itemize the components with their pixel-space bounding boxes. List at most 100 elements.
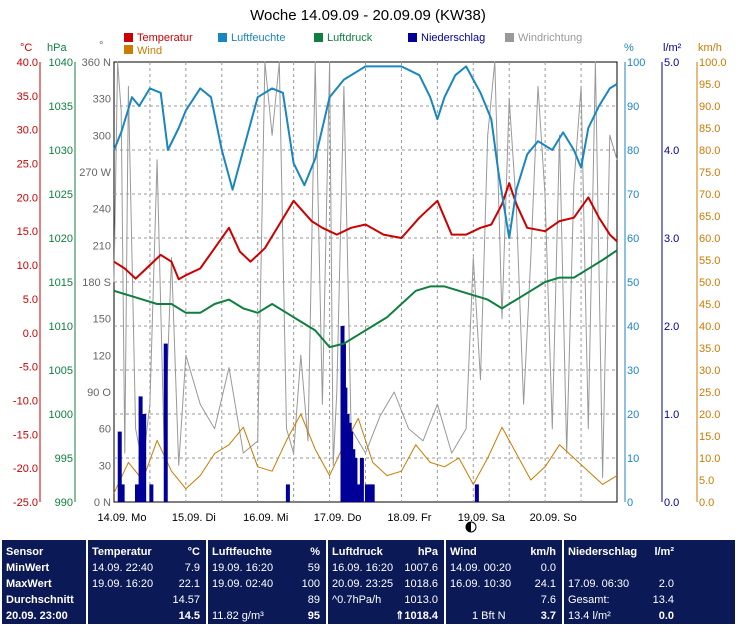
pressure-tick-label: 1010 (49, 321, 73, 333)
bar-niederschlag (349, 431, 354, 502)
temp-title: Temperatur (92, 546, 152, 558)
pressure-tick-label: 1035 (49, 101, 73, 113)
bar-niederschlag (356, 484, 361, 502)
stats-panel: Sensor MinWert MaxWert Durchschnitt 20.0… (0, 538, 737, 625)
wind-tick-label: 50.0 (699, 277, 720, 289)
hum-avg-value: 89 (307, 594, 320, 606)
temp-tick-label: 25.0 (17, 159, 38, 171)
temp-unit-label: °C (20, 42, 32, 54)
stats-col-wind: Wind km/h 14.09. 00:20 0.0 16.09. 10:30 24.… (446, 540, 560, 624)
direction-tick-label: 210 (93, 240, 111, 252)
press-title: Luftdruck (332, 546, 383, 558)
hum-unit: % (310, 546, 320, 558)
wind-tick-label: 85.0 (699, 123, 720, 135)
bar-niederschlag (134, 484, 139, 502)
bar-niederschlag (359, 458, 364, 502)
axis-unit-labels: °C hPa ° % l/m² km/h (20, 40, 722, 54)
maxwert-label: MaxWert (6, 578, 52, 590)
press-min-time: 16.09. 16:20 (332, 562, 394, 574)
wind-tick-label: 30.0 (699, 365, 720, 377)
minwert-label: MinWert (6, 562, 50, 574)
direction-tick-label: 90 O (87, 387, 111, 399)
stats-separator (206, 540, 208, 624)
x-tick-label: 16.09. Mi (243, 512, 288, 524)
bar-niederschlag (120, 484, 125, 502)
pressure-tick-label: 995 (55, 453, 73, 465)
hum-max-time: 19.09. 02:40 (212, 578, 274, 590)
hum-min-value: 59 (307, 562, 320, 574)
bar-niederschlag (138, 396, 143, 502)
pressure-tick-label: 1000 (49, 409, 73, 421)
wind-header: Wind km/h (450, 544, 556, 560)
rain-max-value: 2.0 (658, 578, 674, 590)
temp-tick-label: -25.0 (13, 497, 38, 509)
wind-tick-label: 20.0 (699, 409, 720, 421)
temp-tick-label: 40.0 (17, 57, 38, 69)
rain-total-value: 13.4 (652, 594, 674, 606)
legend: Temperatur Luftfeuchte Luftdruck Nieders… (124, 32, 582, 57)
rain-tick-label: 5.0 (664, 57, 679, 69)
pressure-tick-label: 1005 (49, 365, 73, 377)
rain-tick-label: 1.0 (664, 409, 679, 421)
bar-niederschlag (345, 414, 350, 502)
direction-unit-label: ° (99, 40, 103, 52)
pressure-tick-label: 1020 (49, 233, 73, 245)
x-tick-label: 19.09. Sa (458, 512, 506, 524)
rain-tick-label: 4.0 (664, 145, 679, 157)
temp-min-time: 14.09. 22:40 (92, 562, 154, 574)
legend-swatch-windrichtung (505, 33, 514, 42)
humidity-tick-label: 0 (627, 497, 633, 509)
wind-tick-label: 15.0 (699, 431, 720, 443)
temp-current-value: 14.5 (178, 610, 200, 622)
temp-tick-label: -5.0 (19, 362, 38, 374)
stats-col-luftdruck: Luftdruck hPa 16.09. 16:20 1007.6 20.09. 2… (328, 540, 442, 624)
wind-min-row: 14.09. 00:20 0.0 (450, 560, 556, 576)
x-tick-label: 17.09. Do (314, 512, 362, 524)
bar-niederschlag (351, 449, 356, 502)
direction-tick-label: 60 (99, 424, 111, 436)
hum-max-row: 19.09. 02:40 100 (212, 576, 320, 592)
series-layer (113, 61, 618, 502)
humidity-tick-label: 30 (627, 365, 639, 377)
temp-tick-label: 5.0 (23, 294, 38, 306)
pressure-tick-label: 1030 (49, 145, 73, 157)
hum-current-value: 95 (307, 610, 320, 622)
humidity-tick-label: 60 (627, 233, 639, 245)
stats-separator (562, 540, 564, 624)
wind-current-value: 3.7 (540, 610, 556, 622)
temp-tick-label: 15.0 (17, 226, 38, 238)
pressure-tick-label: 1040 (49, 57, 73, 69)
rain-total-row: Gesamt: 13.4 (568, 592, 674, 608)
temp-current-row: 14.5 (92, 608, 200, 624)
hum-header: Luftfeuchte% (212, 544, 320, 560)
stats-col-temperatur: Temperatur °C 14.09. 22:40 7.9 19.09. 16:2… (88, 540, 204, 624)
legend-label-wind: Wind (137, 45, 162, 57)
temp-header: Temperatur °C (92, 544, 200, 560)
humidity-tick-label: 20 (627, 409, 639, 421)
rain-unit-label: l/m² (663, 42, 682, 54)
temp-max-row: 19.09. 16:20 22.1 (92, 576, 200, 592)
rain-tick-label: 0.0 (664, 497, 679, 509)
temp-tick-label: 20.0 (17, 192, 38, 204)
press-min-row: 16.09. 16:20 1007.6 (332, 560, 438, 576)
press-max-value: 1018.6 (404, 578, 438, 590)
press-header: Luftdruck hPa (332, 544, 438, 560)
wind-tick-label: 100.0 (699, 57, 727, 69)
wind-tick-label: 40.0 (699, 321, 720, 333)
wind-tick-label: 70.0 (699, 189, 720, 201)
humidity-unit-label: % (624, 42, 634, 54)
direction-tick-label: 120 (93, 350, 111, 362)
press-avg-value: 1013.0 (404, 594, 438, 606)
durchschnitt-label: Durchschnitt (6, 594, 74, 606)
direction-tick-label: 180 S (82, 277, 111, 289)
wind-bft-label: 1 Bft N (472, 610, 506, 622)
press-avg-row: ^0.7hPa/h 1013.0 (332, 592, 438, 608)
axis-ticks: 40.0 35.0 30.0 25.0 20.0 15.0 10.0 5.0 0.0 -5.0 -1… (13, 57, 727, 524)
rain-max-row: 17.09. 06:30 2.0 (568, 576, 674, 592)
humidity-tick-label: 100 (627, 57, 645, 69)
legend-label-windrichtung: Windrichtung (518, 32, 582, 44)
legend-label-luftdruck: Luftdruck (327, 32, 373, 44)
direction-tick-label: 240 (93, 204, 111, 216)
wind-tick-label: 80.0 (699, 145, 720, 157)
wind-unit: km/h (530, 546, 556, 558)
